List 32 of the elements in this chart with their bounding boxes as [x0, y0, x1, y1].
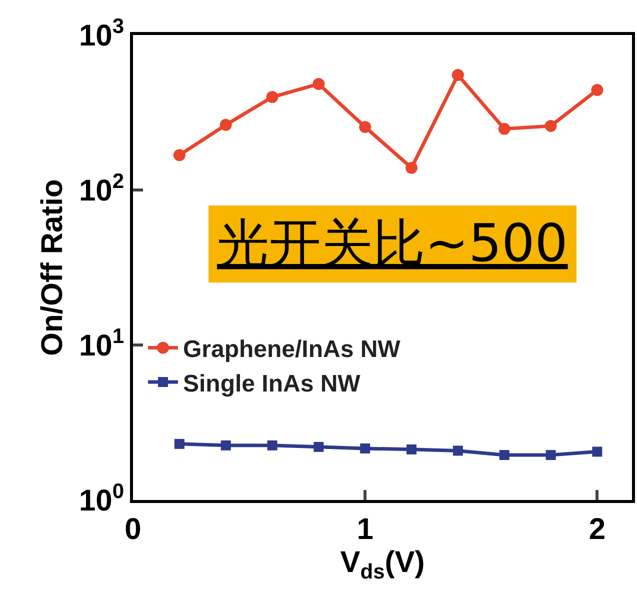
point — [546, 450, 556, 460]
x-axis-title: V$_{ds}$(V) — [340, 546, 425, 584]
point — [591, 84, 604, 96]
y-tick-label: 10$^{2}$ — [78, 170, 124, 208]
point — [452, 69, 464, 81]
x-tick-label: 1 — [356, 513, 374, 546]
y-axis-title: On/Off Ratio — [36, 179, 69, 356]
point — [499, 450, 510, 460]
annotation: 光开关比~500 — [217, 214, 568, 274]
point — [498, 122, 510, 135]
x-tick-label: 2 — [588, 513, 606, 546]
point — [592, 446, 602, 457]
point — [266, 91, 278, 104]
point — [220, 118, 232, 131]
point — [452, 446, 463, 456]
point — [312, 78, 325, 90]
legend-label: Single InAs NW — [182, 370, 361, 398]
legend-label: Graphene/InAs NW — [182, 336, 401, 364]
point — [220, 440, 231, 450]
y-tick-label: 10$^{3}$ — [78, 14, 124, 52]
x-tick-label: 0 — [124, 513, 142, 546]
point — [406, 162, 418, 174]
point — [406, 444, 417, 454]
point — [360, 443, 370, 454]
point — [173, 149, 186, 162]
y-tick-label: 10$^{1}$ — [78, 324, 124, 362]
point — [267, 440, 278, 450]
point — [174, 438, 184, 449]
point — [314, 442, 324, 452]
point — [544, 120, 557, 132]
point — [359, 120, 372, 133]
y-tick-label: 10$^{0}$ — [78, 480, 124, 518]
